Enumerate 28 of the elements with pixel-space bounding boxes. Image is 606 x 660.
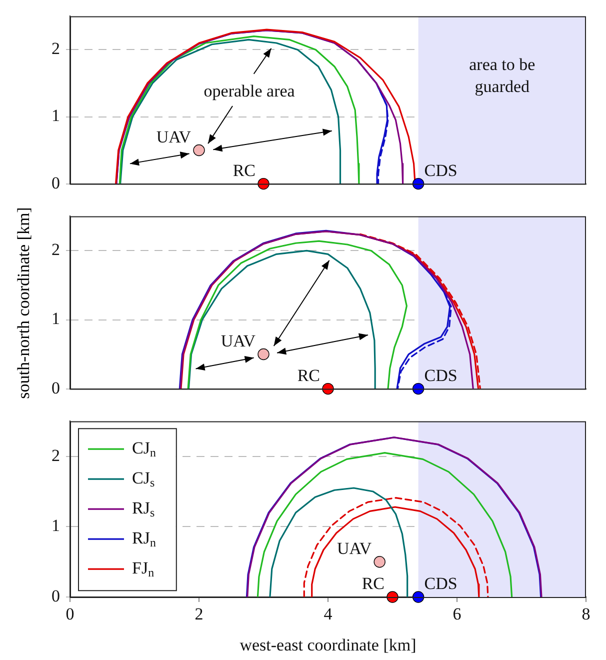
x-tick-label: 2: [194, 604, 204, 624]
x-axis-title: west-east coordinate [km]: [240, 635, 416, 654]
band-label: area to be guarded: [469, 54, 536, 96]
x-tick-label: 0: [66, 604, 74, 624]
y-tick-label: 1: [52, 309, 60, 328]
annotation: operable area: [204, 82, 296, 101]
series-label: CDS: [424, 574, 458, 593]
series-label: UAV: [336, 538, 372, 558]
series-label: RC: [297, 366, 320, 385]
y-tick-label: 2: [52, 39, 60, 58]
y-tick-label: 2: [52, 446, 60, 465]
y-tick-label: 0: [52, 586, 60, 606]
y-tick-label: 0: [52, 173, 60, 192]
series-label: RC: [362, 574, 384, 593]
series-label: UAV: [156, 127, 192, 146]
series-label: UAV: [220, 331, 256, 350]
series-label: CDS: [424, 366, 458, 385]
y-axis-title: south-north coordinate [km]: [14, 206, 34, 398]
y-tick-label: 0: [52, 378, 60, 398]
x-tick-label: 8: [582, 604, 590, 624]
y-tick-label: 1: [52, 106, 60, 126]
x-tick-label: 4: [324, 604, 333, 624]
y-tick-label: 1: [52, 516, 60, 536]
x-tick-label: 6: [452, 604, 462, 624]
y-tick-label: 2: [52, 240, 60, 260]
line-series: [303, 497, 489, 597]
series-label: RC: [232, 160, 256, 180]
series-label: CDS: [424, 160, 458, 180]
